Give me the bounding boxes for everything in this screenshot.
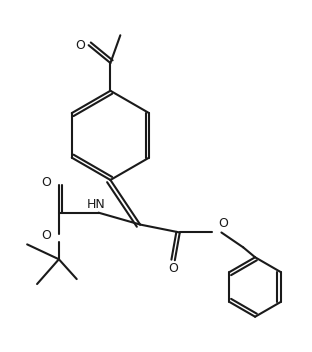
Text: O: O	[41, 229, 51, 242]
Text: O: O	[76, 39, 85, 52]
Text: HN: HN	[87, 198, 106, 211]
Text: O: O	[218, 216, 228, 230]
Text: O: O	[41, 176, 51, 189]
Text: O: O	[168, 262, 178, 275]
